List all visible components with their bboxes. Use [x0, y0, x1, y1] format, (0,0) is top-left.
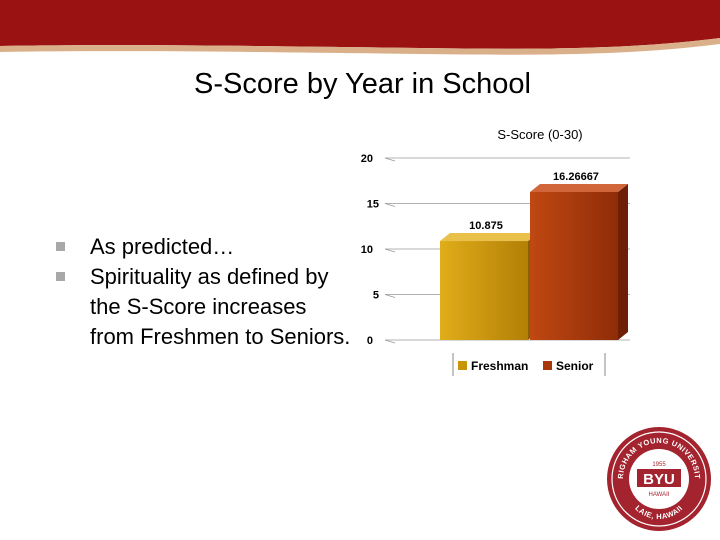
chart-title: S-Score (0-30): [497, 127, 582, 142]
y-tick-label: 5: [373, 290, 379, 302]
data-label: 10.875: [469, 220, 503, 232]
seal-banner: [637, 469, 681, 487]
y-tick-label: 20: [361, 153, 373, 165]
gridline-perspective: [384, 339, 396, 344]
bar-top: [440, 233, 538, 242]
gridline-perspective: [384, 157, 396, 162]
data-labels: 10.875 16.26667: [469, 171, 599, 232]
y-axis-ticks: 0 5 10 15 20: [361, 153, 379, 347]
seal-year: 1955: [652, 462, 666, 468]
gridline-perspective: [384, 294, 396, 298]
y-tick-label: 0: [367, 335, 373, 347]
bullet-marker: [56, 272, 65, 281]
slide-title: S-Score by Year in School: [194, 68, 531, 100]
bullet-marker: [56, 242, 65, 251]
legend-label: Senior: [556, 359, 594, 373]
bar-side: [618, 183, 628, 340]
bar-senior: [530, 191, 618, 340]
bar-chart: S-Score (0-30) 0 5 10 15 20 10.875 16.26667 F…: [361, 127, 630, 376]
bars: [440, 183, 628, 340]
data-label: 16.26667: [553, 171, 599, 183]
y-tick-label: 15: [367, 199, 379, 211]
header-band: [0, 0, 720, 55]
legend-swatch: [458, 361, 467, 370]
bar-freshman: [440, 241, 528, 340]
legend-label: Freshman: [471, 359, 528, 373]
seal-hawaii-text: HAWAII: [649, 492, 670, 498]
bullet-list: As predicted… Spirituality as defined by…: [56, 232, 356, 352]
header-red-band: [0, 0, 720, 49]
bullet-item: As predicted…: [56, 232, 356, 262]
gridline-perspective: [384, 203, 396, 207]
byu-hawaii-seal: BRIGHAM YOUNG UNIVERSITY LAIE, HAWAII 19…: [604, 424, 711, 531]
bullet-item: Spirituality as defined by the S-Score i…: [56, 262, 356, 352]
gridline-perspective: [384, 248, 396, 253]
y-tick-label: 10: [361, 244, 373, 256]
legend-swatch: [543, 361, 552, 370]
seal-byu-text: BYU: [643, 471, 675, 488]
header-gold-stripe: [0, 38, 720, 55]
legend: Freshman Senior: [452, 353, 606, 376]
bar-top: [530, 183, 628, 192]
bullet-text: Spirituality as defined by the S-Score i…: [90, 264, 351, 349]
bullet-text: As predicted…: [90, 234, 235, 259]
